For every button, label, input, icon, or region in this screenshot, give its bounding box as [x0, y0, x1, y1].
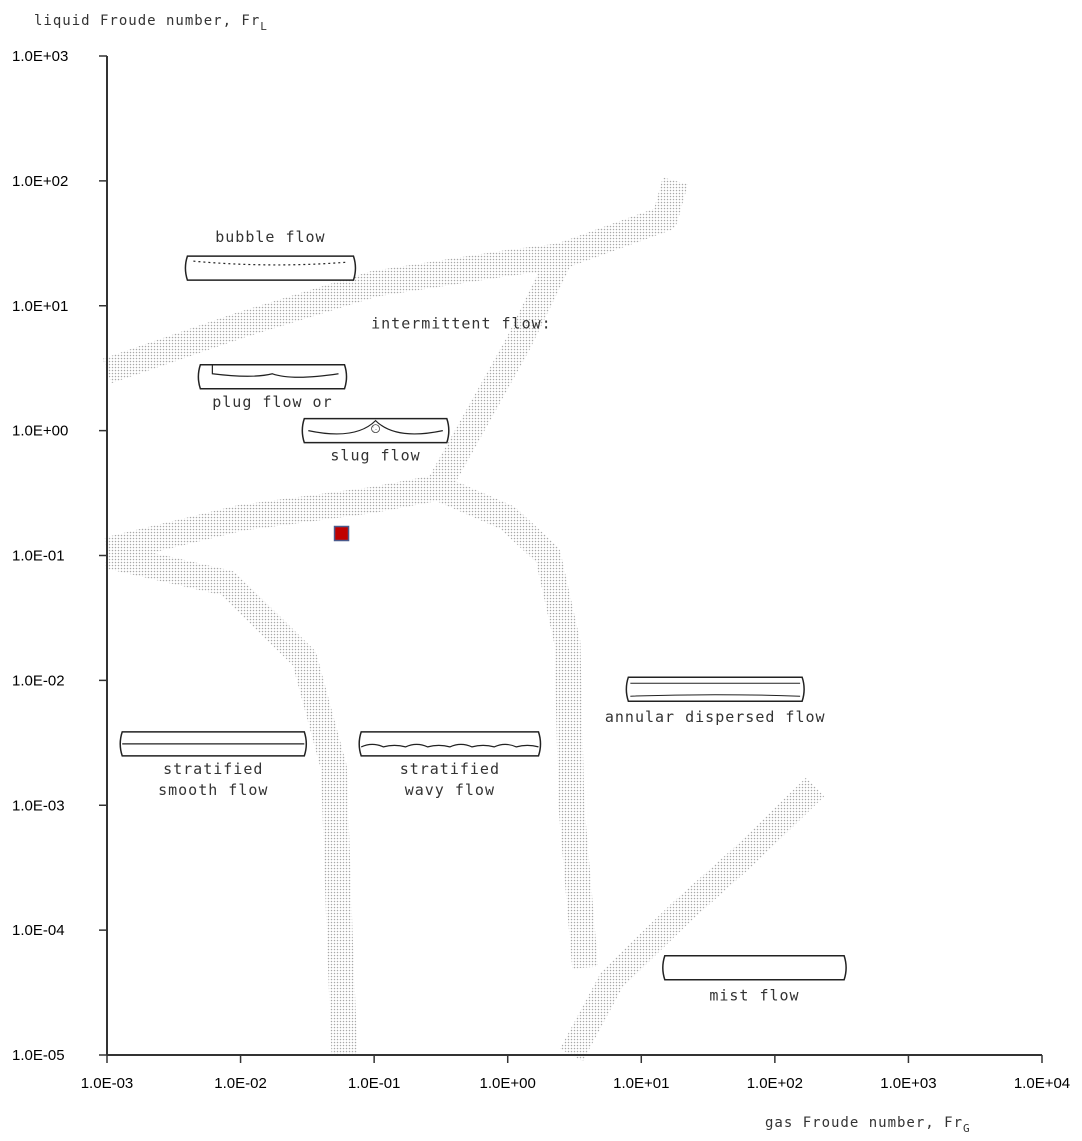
liquid-wave [360, 743, 539, 748]
region-2: plug flow or [197, 364, 348, 411]
region-4: annular dispersed flow [605, 676, 826, 726]
x-tick-label: 1.0E-02 [214, 1075, 267, 1092]
y-tick-label: 1.0E-03 [12, 797, 65, 814]
region-7: mist flow [662, 954, 847, 1005]
region-0: bubble flow [184, 228, 357, 281]
region-5: stratified smooth flow [119, 731, 308, 799]
x-tick-label: 1.0E+02 [747, 1075, 803, 1092]
x-tick-label: 1.0E+04 [1014, 1075, 1070, 1092]
x-tick-label: 1.0E+03 [880, 1075, 936, 1092]
plug-interface [211, 364, 339, 378]
pipe-body [625, 676, 805, 702]
regime-boundaries [102, 177, 825, 1062]
region-label: bubble flow [215, 228, 325, 246]
x-tick-label: 1.0E-03 [81, 1075, 134, 1092]
pipe-body [358, 731, 542, 757]
x-axis-title: gas Froude number, FrG [765, 1115, 971, 1135]
y-tick-label: 1.0E+03 [12, 48, 68, 65]
y-axis-title: liquid Froude number, FrL [34, 13, 268, 33]
y-ticks: 1.0E-05 1.0E-04 1.0E-03 1.0E-02 1.0E-01 1.0E+… [12, 48, 107, 1064]
boundary-annular-mist [559, 777, 825, 1062]
region-label: mist flow [709, 987, 799, 1005]
x-tick-label: 1.0E-01 [348, 1075, 401, 1092]
x-tick-label: 1.0E+00 [480, 1075, 536, 1092]
y-tick-label: 1.0E-04 [12, 922, 65, 939]
regime-illustrations: bubble flow intermittent flow: plug flow o… [119, 228, 847, 1005]
region-label: plug flow or [212, 393, 332, 411]
y-tick-label: 1.0E-05 [12, 1047, 65, 1064]
boundary-intermittent-annular [432, 475, 599, 969]
boundary-upper-dispersed [426, 177, 688, 494]
x-ticks: 1.0E-03 1.0E-02 1.0E-01 1.0E+00 1.0E+01 1.0E+… [81, 1055, 1070, 1092]
x-tick-label: 1.0E+01 [613, 1075, 669, 1092]
y-tick-label: 1.0E+00 [12, 423, 68, 440]
boundary-intermittent-stratified [103, 474, 441, 563]
pipe-body [184, 255, 357, 281]
y-tick-label: 1.0E+01 [12, 298, 68, 315]
slug-interface [308, 419, 443, 435]
bubbles [193, 260, 348, 266]
data-point-marker [333, 525, 350, 542]
region-6: stratified wavy flow [358, 731, 542, 799]
region-label: intermittent flow: [371, 314, 552, 332]
y-tick-label: 1.0E-01 [12, 548, 65, 565]
boundary-bubble-intermittent [102, 243, 563, 384]
region-1: intermittent flow: [371, 314, 552, 332]
region-3: slug flow [301, 417, 450, 465]
region-label: wavy flow [405, 781, 495, 799]
pipe-body [197, 364, 348, 390]
region-label: stratified [163, 760, 263, 778]
pipe-body [662, 954, 847, 981]
slug-bubbles [371, 424, 380, 434]
y-tick-label: 1.0E-02 [12, 672, 65, 689]
region-label: stratified [400, 760, 500, 778]
region-label: smooth flow [158, 781, 268, 799]
region-label: slug flow [330, 447, 420, 465]
film-line [630, 694, 801, 697]
region-label: annular dispersed flow [605, 708, 826, 726]
y-tick-label: 1.0E+02 [12, 173, 68, 190]
data-points [333, 525, 350, 542]
boundary-smooth-wavy [104, 542, 358, 1056]
